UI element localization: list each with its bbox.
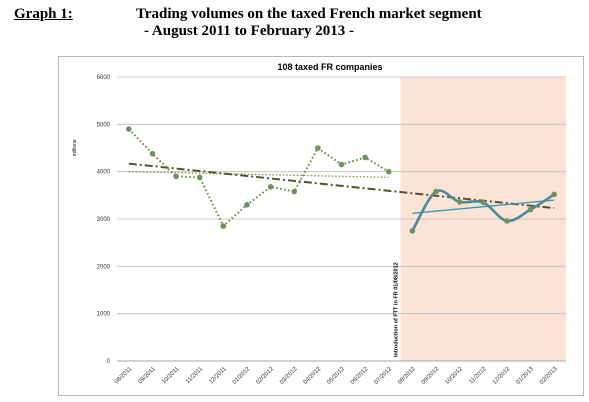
data-point [220,223,227,229]
data-point [196,174,203,181]
x-tick-label: 08/2011 [114,366,134,386]
graph-title-line2: - August 2011 to February 2013 - [144,23,354,39]
x-tick-label: 11/2012 [468,366,488,386]
x-tick-label: 06/2012 [350,366,370,386]
data-point [480,199,487,206]
y-tick-labels: 0 1000 2000 3000 4000 5000 6000 [97,75,111,365]
data-point [149,150,156,157]
data-point [409,228,416,234]
y-tick-label: 5000 [97,122,111,128]
x-tick-label: 02/2013 [539,366,559,386]
series-line-1 [128,128,390,228]
x-tick-label: 12/2012 [492,366,512,386]
graph-label: Graph 1: [14,6,73,22]
x-tick-label: 02/2012 [255,366,275,386]
data-point [527,206,534,213]
data-point [551,191,557,198]
ftt-annotation: Introduction of FTT in FR 01/08/2012 [394,262,400,357]
data-point [385,168,392,175]
y-tick-label: 1000 [97,312,111,318]
x-tick-label: 09/2012 [421,366,441,386]
graph-heading: Graph 1: Trading volumes on the taxed Fr… [14,6,574,44]
graph-title-line1: Trading volumes on the taxed French mark… [136,6,482,22]
data-series [126,126,557,234]
x-tick-label: 12/2011 [208,366,228,386]
x-tick-label: 08/2012 [397,366,417,386]
data-point [433,188,439,195]
data-point [338,161,345,168]
x-tick-label: 01/2013 [515,366,535,386]
data-point [173,173,179,180]
x-tick-label: 05/2012 [326,366,346,386]
y-axis-label: millions [72,139,78,156]
y-tick-label: 4000 [97,170,111,176]
x-tick-labels: 08/2011 09/2011 10/2011 11/2011 12/2011 01/20… [114,366,559,386]
chart-title: 108 taxed FR companies [277,62,382,72]
gridlines [117,76,566,315]
data-point [504,218,510,224]
trendline-solid [412,199,555,214]
y-tick-label: 3000 [97,217,111,223]
y-tick-label: 0 [107,359,111,365]
x-tick-label: 10/2011 [161,366,181,386]
y-tick-label: 6000 [97,75,111,81]
data-point [267,184,274,190]
data-point [362,154,368,161]
data-point [244,202,250,208]
x-tick-label: 11/2011 [185,366,204,385]
x-tick-label: 10/2012 [444,366,464,386]
x-tick-label: 04/2012 [303,366,323,386]
data-point [456,199,463,205]
x-tick-label: 03/2012 [279,366,299,386]
data-point [126,126,132,132]
x-tick-label: 01/2012 [232,366,252,386]
x-tick-label: 07/2012 [374,366,394,386]
y-tick-label: 2000 [97,264,111,270]
data-point [315,145,321,151]
x-tick-label: 09/2011 [138,366,158,386]
data-point [291,188,298,195]
